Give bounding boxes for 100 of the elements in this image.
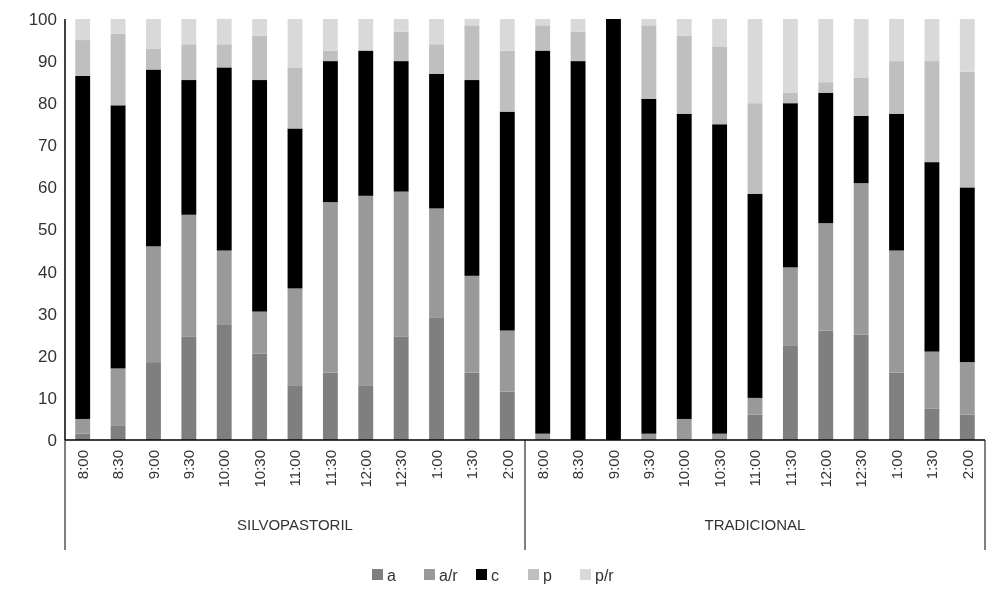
- bar: [358, 195, 374, 386]
- legend-label: p: [543, 566, 552, 584]
- text: TRADICIONAL: [704, 516, 806, 533]
- bar: [818, 330, 834, 440]
- bar: [464, 275, 480, 373]
- x-tick-label: 10:30: [710, 450, 728, 488]
- bar: [818, 92, 834, 224]
- y-tick-label: 90: [38, 52, 57, 72]
- bar: [216, 67, 232, 251]
- bar: [216, 19, 232, 45]
- x-tick-label: 1:30: [923, 450, 941, 480]
- bar: [853, 334, 869, 440]
- bar: [181, 19, 197, 45]
- bar: [464, 80, 480, 276]
- x-tick-label: 9:00: [144, 450, 162, 480]
- bar: [287, 128, 303, 289]
- bar: [429, 208, 444, 318]
- bar: [641, 25, 657, 99]
- x-tick-label: 10:00: [215, 450, 233, 488]
- bar: [252, 311, 268, 354]
- bar: [747, 397, 763, 415]
- bar: [429, 19, 444, 45]
- bar: [712, 46, 728, 125]
- bar: [216, 324, 232, 440]
- y-tick-label: 100: [28, 9, 57, 29]
- bar: [146, 246, 161, 363]
- bar: [676, 35, 692, 114]
- bar: [782, 92, 798, 104]
- bar: [924, 61, 940, 163]
- bar: [499, 19, 515, 51]
- bar: [146, 48, 161, 70]
- y-tick-label: 20: [38, 346, 57, 366]
- bar: [641, 19, 657, 26]
- bar: [287, 67, 303, 129]
- bar: [747, 19, 763, 104]
- x-tick-label: 11:30: [321, 450, 339, 487]
- bar: [358, 50, 374, 196]
- bar: [75, 418, 91, 434]
- y-tick-label: 30: [38, 304, 57, 324]
- bar: [499, 111, 515, 331]
- bar: [924, 351, 940, 409]
- x-tick-label: 8:00: [533, 450, 551, 480]
- y-tick-label: 70: [38, 136, 57, 156]
- x-tick-label: 2:00: [958, 450, 976, 480]
- bar: [924, 19, 940, 62]
- bar: [818, 223, 834, 331]
- bar: [782, 345, 798, 440]
- bar: [818, 19, 834, 83]
- x-tick-label: 8:30: [569, 450, 587, 480]
- bar: [358, 385, 374, 440]
- bar: [322, 202, 338, 373]
- bar: [747, 193, 763, 398]
- y-tick-label: 0: [47, 430, 57, 450]
- bar: [959, 19, 975, 72]
- x-tick-label: 12:30: [392, 450, 410, 488]
- bar: [287, 385, 303, 440]
- bar: [393, 19, 409, 32]
- bar: [110, 368, 126, 426]
- bar: [146, 69, 161, 247]
- bar: [252, 35, 268, 81]
- x-tick-label: 10:00: [675, 450, 693, 488]
- bar: [924, 408, 940, 440]
- legend-label: c: [491, 566, 499, 584]
- x-tick-label: 12:30: [852, 450, 870, 488]
- bar: [889, 61, 904, 114]
- bar: [747, 103, 763, 194]
- x-tick-label: 9:00: [604, 450, 622, 480]
- bar: [75, 40, 91, 76]
- x-tick-label: 10:30: [250, 450, 268, 488]
- bar: [747, 414, 763, 440]
- bar: [252, 353, 268, 440]
- bar: [570, 31, 586, 62]
- y-tick-label: 50: [38, 220, 57, 240]
- x-tick-label: 1:00: [427, 450, 445, 480]
- bar: [393, 191, 409, 337]
- bar: [499, 50, 515, 112]
- bar: [75, 75, 91, 419]
- bar: [712, 19, 728, 47]
- bar: [499, 391, 515, 440]
- bar: [110, 105, 126, 369]
- bar: [464, 372, 480, 440]
- bar: [959, 187, 975, 363]
- bar: [181, 214, 197, 337]
- bar: [889, 372, 904, 440]
- bar: [464, 25, 480, 81]
- bar: [252, 19, 268, 36]
- bar: [322, 372, 338, 440]
- bar: [959, 362, 975, 415]
- bar: [75, 19, 91, 41]
- bar: [181, 80, 197, 215]
- y-tick-label: 40: [38, 262, 57, 282]
- bar: [641, 98, 657, 434]
- bar: [570, 19, 586, 32]
- bar: [322, 50, 338, 62]
- bar: [429, 317, 444, 440]
- bar: [782, 19, 798, 93]
- x-tick-label: 2:00: [498, 450, 516, 480]
- y-tick-label: 60: [38, 178, 57, 198]
- bar: [712, 124, 728, 434]
- x-tick-label: 11:30: [781, 450, 799, 487]
